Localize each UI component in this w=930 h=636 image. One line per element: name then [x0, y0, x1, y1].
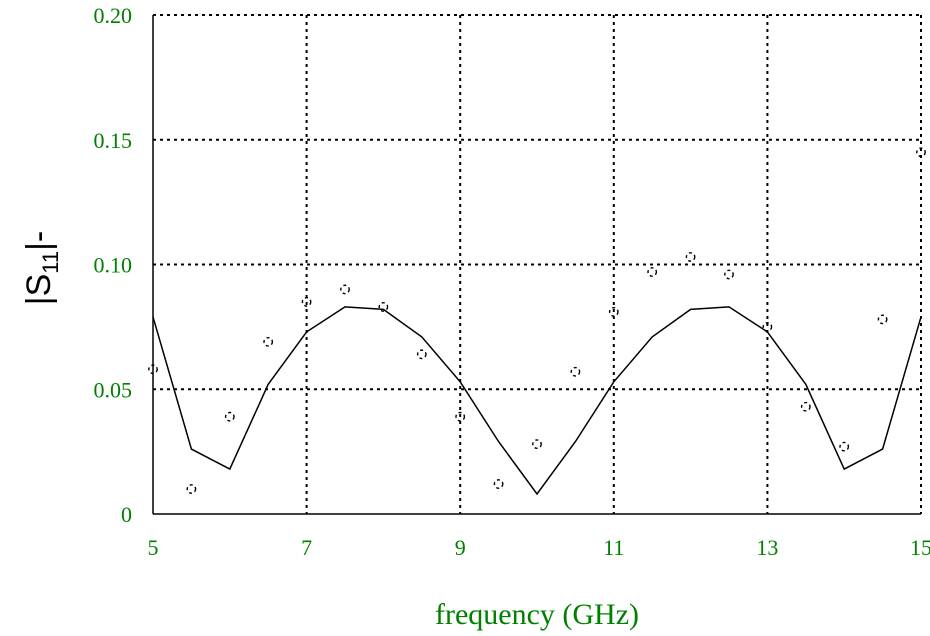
measured-data-point	[570, 366, 581, 377]
measured-data-point	[608, 307, 619, 317]
measured-data-point	[263, 336, 274, 347]
measured-data-point	[186, 484, 197, 494]
measured-data-point	[340, 284, 350, 295]
data-series	[148, 147, 926, 496]
measured-data-point	[378, 302, 389, 312]
y-axis-title: |S11|-	[20, 231, 63, 306]
simulated-series-line	[152, 306, 922, 496]
y-tick-labels: 0 0.05 0.10 0.15 0.20	[94, 3, 133, 527]
measured-data-point	[916, 147, 926, 158]
measured-data-point	[724, 269, 734, 280]
measured-data-point	[839, 441, 850, 452]
x-tick-label: 15	[910, 535, 930, 560]
measured-data-point	[301, 297, 312, 307]
x-tick-labels: 5 7 9 11 13 15	[148, 535, 930, 560]
y-tick-label: 0.15	[94, 128, 133, 153]
y-tick-label: 0	[121, 502, 132, 527]
measured-data-point	[455, 411, 466, 422]
y-tick-label: 0.05	[94, 377, 133, 402]
measured-data-point	[685, 252, 696, 262]
y-axis-title-prefix: |S	[20, 274, 58, 306]
measured-data-point	[800, 401, 811, 412]
x-axis-title: frequency (GHz)	[435, 598, 639, 631]
y-axis-title-suffix: |-	[20, 231, 58, 251]
measured-data-point	[416, 349, 427, 360]
grid	[153, 14, 922, 514]
measured-data-point	[877, 314, 888, 325]
y-tick-label: 0.20	[94, 3, 133, 28]
y-axis-title-subscript: 11	[38, 251, 63, 274]
measured-data-point	[493, 479, 504, 489]
x-tick-label: 13	[756, 535, 778, 560]
x-tick-label: 9	[455, 535, 466, 560]
measured-data-point	[224, 411, 235, 422]
measured-data-point	[532, 439, 542, 450]
x-tick-label: 7	[301, 535, 312, 560]
measured-data-point	[762, 321, 773, 332]
measured-data-point	[647, 267, 658, 277]
measured-data-point	[148, 364, 158, 375]
plot-frame	[152, 15, 921, 515]
x-tick-label: 11	[603, 535, 624, 560]
x-tick-label: 5	[148, 535, 159, 560]
y-tick-label: 0.10	[94, 253, 133, 278]
